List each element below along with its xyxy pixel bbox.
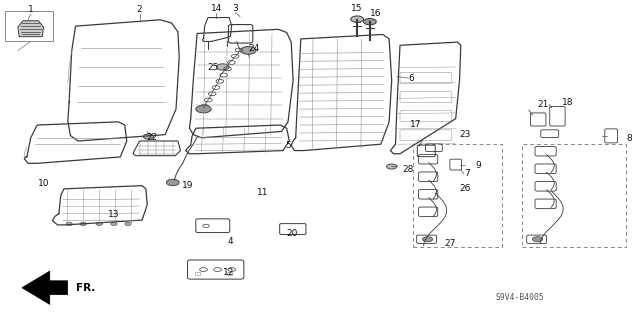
Polygon shape <box>18 21 44 37</box>
Circle shape <box>125 222 131 226</box>
Text: 10: 10 <box>38 179 49 188</box>
Text: 18: 18 <box>562 98 573 107</box>
Circle shape <box>216 64 229 70</box>
FancyArrowPatch shape <box>22 271 68 304</box>
Bar <box>5 11 53 41</box>
Circle shape <box>532 237 543 242</box>
Text: 17: 17 <box>410 120 421 129</box>
Text: 28: 28 <box>402 165 413 174</box>
Text: 14: 14 <box>211 4 222 13</box>
Circle shape <box>422 237 433 242</box>
Text: 9: 9 <box>475 161 481 170</box>
Text: 4: 4 <box>228 237 233 246</box>
Circle shape <box>387 164 397 169</box>
Circle shape <box>166 179 179 186</box>
Circle shape <box>143 134 154 139</box>
Circle shape <box>351 16 364 22</box>
Text: 1: 1 <box>28 5 33 14</box>
Text: 23: 23 <box>460 130 471 139</box>
Text: 16: 16 <box>370 9 381 18</box>
Circle shape <box>241 47 256 54</box>
Text: 24: 24 <box>248 44 260 53</box>
Text: 5: 5 <box>285 141 291 150</box>
Bar <box>195 272 200 275</box>
Text: 26: 26 <box>460 184 471 193</box>
Circle shape <box>66 222 72 226</box>
Circle shape <box>364 19 376 25</box>
Text: FR.: FR. <box>76 283 95 293</box>
Text: 20: 20 <box>287 229 298 238</box>
Text: 3: 3 <box>233 4 238 13</box>
Text: 6: 6 <box>408 74 414 83</box>
Text: S9V4-B4005: S9V4-B4005 <box>495 293 544 302</box>
Text: 22: 22 <box>146 133 157 142</box>
Circle shape <box>80 222 86 226</box>
Bar <box>227 272 232 275</box>
Text: 15: 15 <box>351 4 363 13</box>
Text: 2: 2 <box>137 5 142 14</box>
Text: 8: 8 <box>627 134 632 143</box>
Text: 11: 11 <box>257 189 269 197</box>
Text: 7: 7 <box>464 169 470 178</box>
Circle shape <box>111 222 117 226</box>
Text: 27: 27 <box>445 239 456 248</box>
Text: 19: 19 <box>182 181 194 189</box>
Text: 13: 13 <box>108 210 119 219</box>
Circle shape <box>96 222 102 226</box>
Circle shape <box>196 105 211 113</box>
Text: 12: 12 <box>223 268 234 277</box>
Text: 25: 25 <box>207 63 219 72</box>
Text: 21: 21 <box>537 100 548 109</box>
